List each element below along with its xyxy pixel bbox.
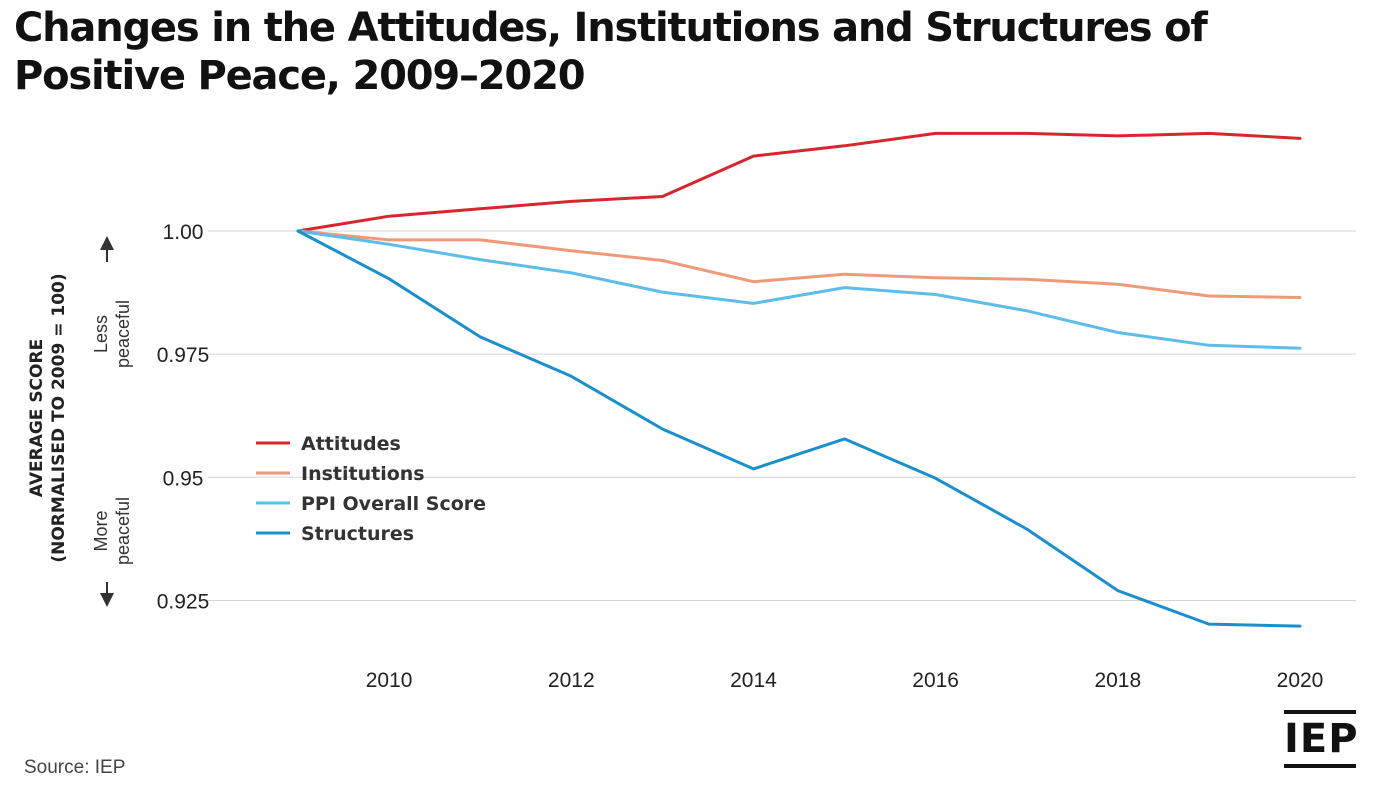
series-line-institutions bbox=[296, 229, 1302, 299]
legend-item: PPI Overall Score bbox=[256, 493, 486, 515]
y-tick-label: 1.00 bbox=[163, 221, 204, 244]
y-axis-sublabel: (NORMALISED TO 2009 = 100) bbox=[49, 273, 69, 562]
arrow-down-icon bbox=[100, 582, 114, 607]
direction-down-line-1: More bbox=[91, 510, 111, 551]
x-axis-ticks: 2010 2012 2014 2016 2018 2020 bbox=[366, 669, 1324, 692]
chart-title: Changes in the Attitudes, Institutions a… bbox=[14, 5, 1208, 99]
legend: Attitudes Institutions PPI Overall Score St… bbox=[256, 433, 486, 545]
arrow-up-icon bbox=[100, 236, 114, 262]
x-tick-label: 2016 bbox=[912, 669, 959, 692]
legend-label: Attitudes bbox=[301, 433, 401, 455]
x-tick-label: 2010 bbox=[366, 669, 413, 692]
x-tick-label: 2018 bbox=[1094, 669, 1141, 692]
y-tick-label: 0.95 bbox=[163, 467, 204, 490]
series-line-attitudes bbox=[296, 131, 1302, 233]
y-axis-ticks: 0.925 0.95 0.975 1.00 bbox=[157, 221, 210, 613]
y-axis-label: AVERAGE SCORE bbox=[27, 339, 47, 497]
x-tick-label: 2014 bbox=[730, 669, 777, 692]
direction-down-line-2: peaceful bbox=[113, 497, 133, 565]
legend-item: Attitudes bbox=[256, 433, 401, 455]
legend-item: Institutions bbox=[256, 463, 425, 485]
y-tick-label: 0.975 bbox=[157, 344, 210, 367]
series-line-ppi-overall-score bbox=[296, 229, 1302, 350]
y-tick-label: 0.925 bbox=[157, 590, 210, 613]
logo-text: IEP bbox=[1284, 716, 1359, 762]
legend-label: Structures bbox=[301, 523, 414, 545]
source-note: Source: IEP bbox=[24, 757, 126, 778]
direction-indicator-up: Less peaceful bbox=[91, 236, 133, 368]
legend-label: Institutions bbox=[301, 463, 425, 485]
logo-top-bar bbox=[1284, 710, 1356, 714]
gridlines bbox=[208, 230, 1356, 601]
logo-bottom-bar bbox=[1284, 764, 1356, 768]
iep-logo: IEP bbox=[1284, 710, 1359, 768]
direction-up-line-1: Less bbox=[91, 315, 111, 353]
series-line-structures bbox=[296, 229, 1302, 628]
direction-up-line-2: peaceful bbox=[113, 300, 133, 368]
series-lines bbox=[296, 131, 1302, 628]
legend-label: PPI Overall Score bbox=[301, 493, 486, 515]
x-tick-label: 2012 bbox=[548, 669, 595, 692]
legend-item: Structures bbox=[256, 523, 414, 545]
direction-indicator-down: More peaceful bbox=[91, 497, 133, 607]
x-tick-label: 2020 bbox=[1277, 669, 1324, 692]
